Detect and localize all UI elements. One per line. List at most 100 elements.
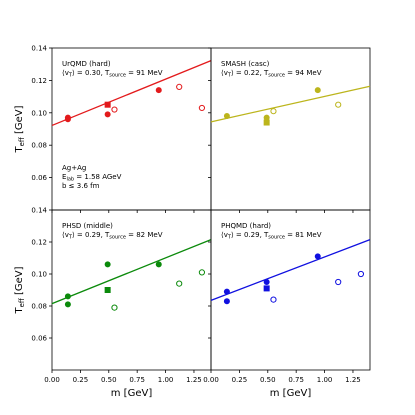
y-axis-label-main: T xyxy=(14,145,25,153)
x-axis-label: m [GeV] xyxy=(270,388,312,399)
x-tick-label: 1.00 xyxy=(158,376,174,384)
param-text: = 94 MeV xyxy=(285,69,322,77)
x-axis-label: m [GeV] xyxy=(111,388,153,399)
data-point-open xyxy=(270,108,277,115)
energy-text: E xyxy=(62,173,66,181)
panel-params: ⟨vT⟩ = 0.30, Tsource = 91 MeV xyxy=(62,69,163,79)
param-text: ⟨v xyxy=(221,231,228,239)
param-text: = 91 MeV xyxy=(126,69,163,77)
x-tick-label: 0.00 xyxy=(203,376,219,384)
param-text: = 81 MeV xyxy=(285,231,322,239)
param-text: ⟨v xyxy=(221,69,228,77)
impact-label: b ≤ 3.6 fm xyxy=(62,182,100,190)
x-tick-label: 0.25 xyxy=(232,376,248,384)
data-point-open xyxy=(335,101,342,108)
panel-frame xyxy=(210,209,371,371)
param-sub: source xyxy=(268,73,285,79)
y-axis-label: Teff [GeV] xyxy=(14,105,26,153)
y-axis-label-main: T xyxy=(14,306,25,314)
param-text: ⟨v xyxy=(62,69,69,77)
param-text: ⟩ = 0.29, T xyxy=(72,231,110,239)
panel-title: UrQMD (hard) xyxy=(62,60,111,68)
fit-line xyxy=(210,85,371,123)
panel-params: ⟨vT⟩ = 0.29, Tsource = 82 MeV xyxy=(62,231,163,241)
system-label: Ag+Ag xyxy=(62,164,86,172)
energy-label: Elab = 1.58 AGeV xyxy=(62,173,122,183)
param-text: ⟩ = 0.30, T xyxy=(72,69,110,77)
param-sub: T xyxy=(68,73,73,79)
param-text: ⟩ = 0.22, T xyxy=(231,69,269,77)
y-tick-label: 0.12 xyxy=(31,77,47,85)
panel-title: PHSD (middle) xyxy=(62,222,113,230)
x-tick-label: 1.00 xyxy=(317,376,333,384)
fit-line xyxy=(51,60,212,127)
y-tick-label: 0.08 xyxy=(31,303,47,311)
x-tick-label: 0.25 xyxy=(73,376,89,384)
y-axis-label: Teff [GeV] xyxy=(14,266,26,314)
y-axis-label-sub: eff xyxy=(18,137,26,146)
y-tick-label: 0.06 xyxy=(31,174,47,182)
y-tick-label: 0.14 xyxy=(31,45,47,53)
energy-text: = 1.58 AGeV xyxy=(74,173,122,181)
data-point-open xyxy=(198,104,206,112)
y-axis-label-sub: eff xyxy=(18,298,26,307)
param-sub: T xyxy=(227,235,232,241)
data-point-open xyxy=(198,269,206,276)
data-point-filled xyxy=(314,87,321,94)
param-text: = 82 MeV xyxy=(126,231,163,239)
data-point-filled xyxy=(263,114,270,121)
data-point-open xyxy=(270,296,277,303)
param-sub: source xyxy=(268,235,285,241)
energy-sub: lab xyxy=(66,177,74,183)
y-tick-label: 0.14 xyxy=(31,207,47,215)
data-point-open xyxy=(111,304,118,311)
data-point-filled xyxy=(64,293,71,300)
y-tick-label: 0.08 xyxy=(31,142,47,150)
x-tick-label: 0.00 xyxy=(44,376,60,384)
data-point-open xyxy=(176,83,183,90)
panel-params: ⟨vT⟩ = 0.29, Tsource = 81 MeV xyxy=(221,231,322,241)
data-point-filled xyxy=(223,298,230,305)
y-tick-label: 0.06 xyxy=(31,335,47,343)
data-point-square xyxy=(263,285,270,292)
data-point-filled xyxy=(314,253,321,260)
panel-params: ⟨vT⟩ = 0.22, Tsource = 94 MeV xyxy=(221,69,322,79)
data-point-filled xyxy=(64,116,71,123)
panel-title: SMASH (casc) xyxy=(221,60,270,68)
param-text: ⟨v xyxy=(62,231,69,239)
data-point-filled xyxy=(104,111,111,118)
x-tick-label: 0.75 xyxy=(129,376,145,384)
data-point-filled xyxy=(223,113,230,120)
x-tick-label: 1.25 xyxy=(345,376,361,384)
x-tick-label: 0.75 xyxy=(288,376,304,384)
param-sub: T xyxy=(227,73,232,79)
data-point-filled xyxy=(223,288,230,295)
y-axis-label-unit: [GeV] xyxy=(14,105,25,137)
fit-line xyxy=(51,238,212,305)
panel-4 xyxy=(208,209,371,373)
fit-line xyxy=(210,238,371,302)
data-point-filled xyxy=(263,279,270,285)
param-sub: T xyxy=(68,235,73,241)
x-tick-label: 1.25 xyxy=(186,376,202,384)
data-point-square xyxy=(263,119,270,126)
param-sub: source xyxy=(109,235,126,241)
data-point-filled xyxy=(155,261,162,268)
panels-group xyxy=(49,47,371,373)
param-sub: source xyxy=(109,73,126,79)
y-tick-label: 0.12 xyxy=(31,239,47,247)
data-point-open xyxy=(111,106,118,113)
y-axis-label-unit: [GeV] xyxy=(14,266,25,298)
y-tick-label: 0.10 xyxy=(31,109,47,117)
data-point-filled xyxy=(155,87,162,94)
data-point-square xyxy=(104,101,111,108)
x-tick-label: 0.50 xyxy=(260,376,276,384)
data-point-filled xyxy=(64,301,71,308)
data-point-open xyxy=(176,280,183,287)
data-point-square xyxy=(104,287,111,293)
param-text: ⟩ = 0.29, T xyxy=(231,231,269,239)
x-tick-label: 0.50 xyxy=(101,376,117,384)
data-point-filled xyxy=(104,261,111,268)
